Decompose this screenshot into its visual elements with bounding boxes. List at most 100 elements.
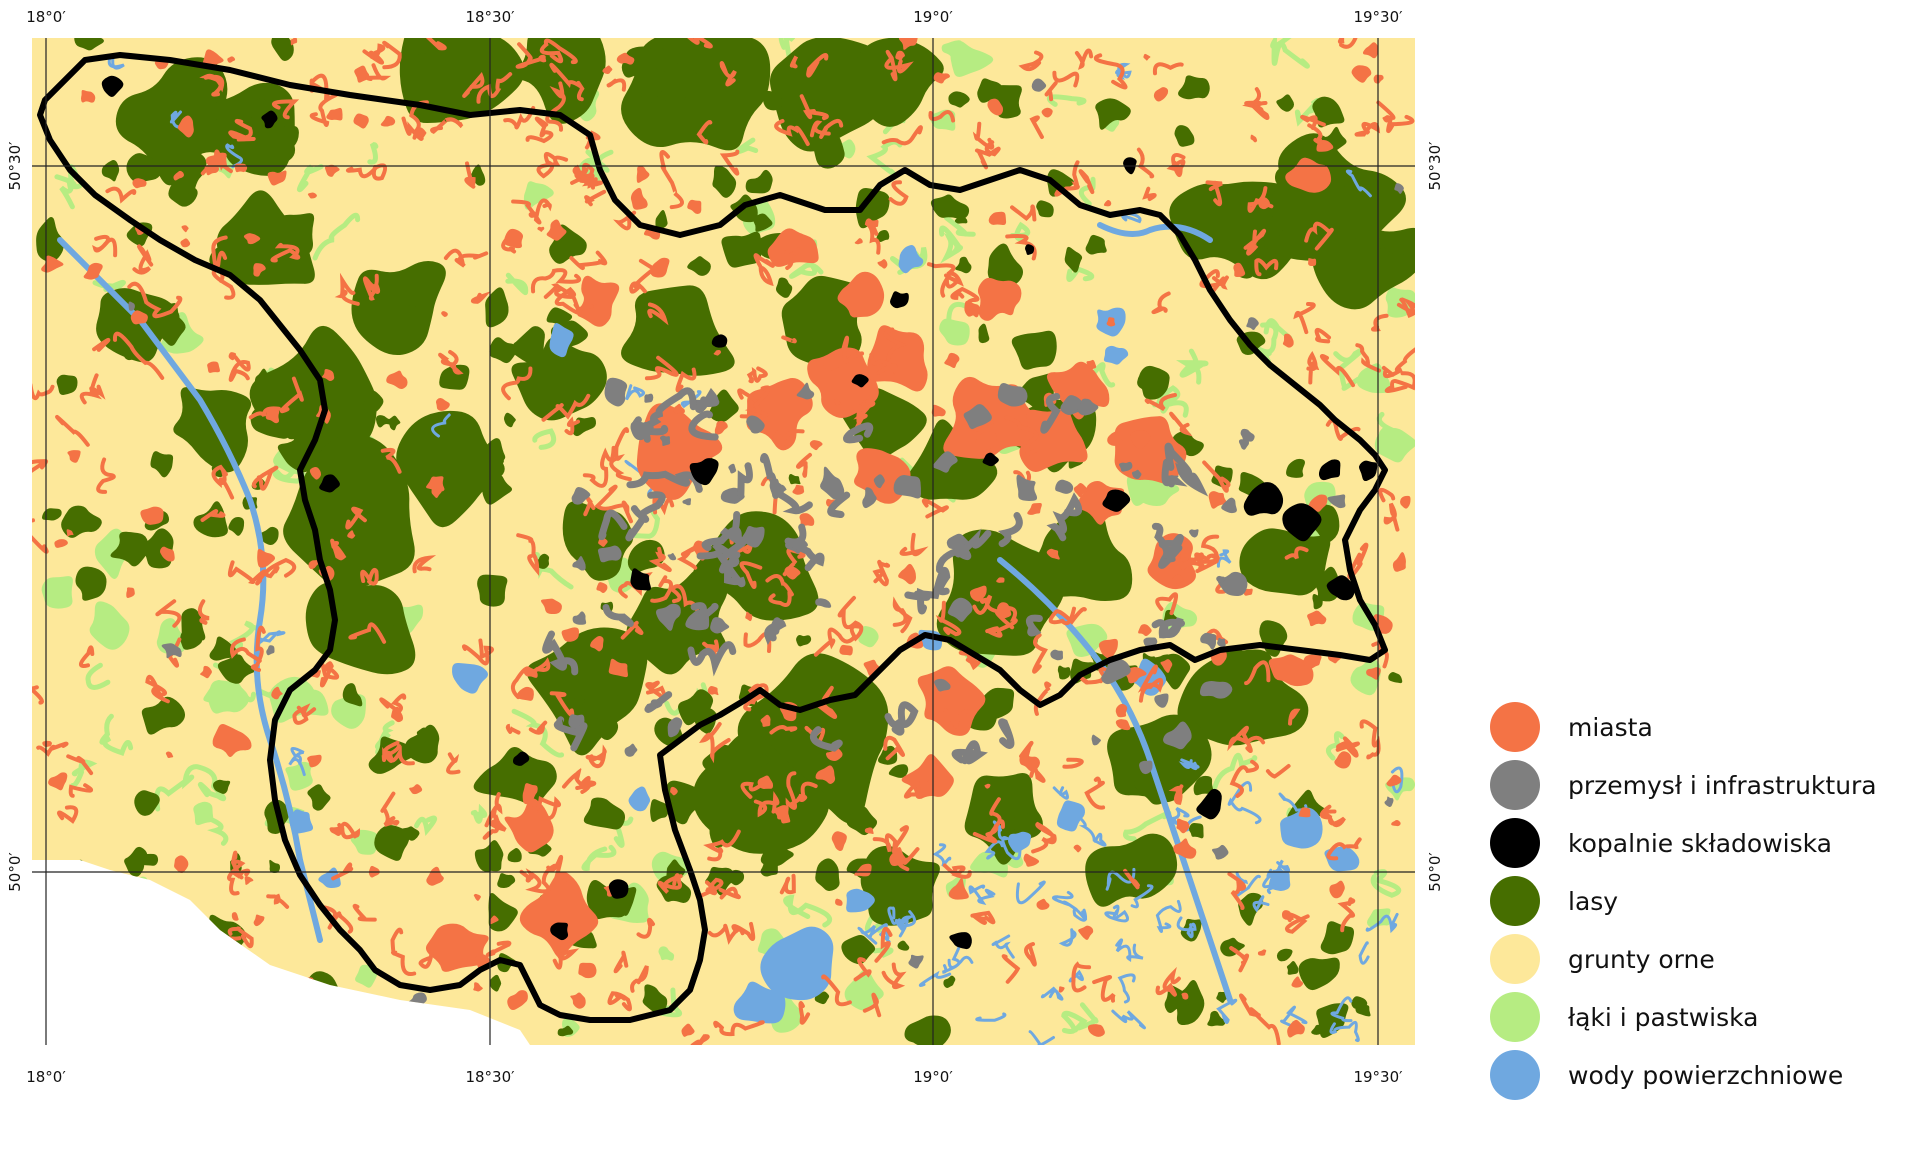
forest-patch [1026, 506, 1133, 601]
city-patch [1306, 350, 1320, 385]
forest-patch [788, 474, 801, 485]
city-patch [531, 795, 562, 821]
city-patch [461, 638, 494, 666]
city-patch [412, 555, 437, 574]
forest-patch [1046, 169, 1074, 197]
meadow-patch [938, 225, 963, 264]
city-patch [582, 445, 616, 488]
water-patch [1329, 1020, 1360, 1043]
forest-patch [978, 323, 990, 344]
water-patch [680, 390, 702, 409]
forest-patch [592, 715, 619, 741]
meadow-patch [1076, 1002, 1099, 1031]
city-patch [430, 117, 464, 135]
city-patch [834, 398, 842, 406]
water-patch [452, 662, 488, 694]
city-patch [1382, 115, 1390, 123]
forest-patch [489, 974, 502, 992]
meadow-patch [783, 894, 832, 928]
city-patch [1172, 574, 1184, 586]
city-patch [609, 427, 632, 482]
city-patch [516, 533, 540, 577]
forest-patch [134, 790, 160, 816]
industry-layer [128, 78, 1404, 1010]
city-patch [307, 192, 317, 199]
city-patch [482, 819, 499, 840]
water-patch [1052, 786, 1069, 800]
city-patch [1106, 317, 1116, 327]
industry-patch [728, 463, 737, 474]
forest-patch [1239, 528, 1331, 596]
city-patch [115, 890, 133, 911]
city-patch [1314, 327, 1331, 344]
city-patch [1335, 736, 1360, 758]
forest-patch [101, 160, 120, 182]
city-patch [1319, 354, 1355, 388]
city-patch [1233, 262, 1246, 278]
city-patch [607, 991, 633, 1012]
city-patch [869, 352, 898, 375]
industry-patch [1139, 760, 1153, 775]
city-patch [230, 850, 251, 877]
forest-patch [216, 190, 315, 285]
industry-patch [1161, 458, 1188, 488]
city-patch [1138, 624, 1152, 637]
forest-patch [183, 969, 213, 1018]
city-patch [683, 38, 713, 49]
city-patch [353, 113, 369, 129]
industry-patch [873, 474, 885, 489]
city-patch [173, 170, 184, 181]
city-patch [899, 532, 929, 557]
city-patch [835, 898, 843, 906]
meadow-patch [505, 272, 529, 296]
industry-patch [997, 383, 1028, 407]
forest-patch [948, 91, 970, 108]
forest-patch [1095, 98, 1131, 130]
lat-label-right-50-30: 50°30′ [1426, 141, 1444, 191]
meadow-patch [1366, 908, 1391, 928]
forest-patch [725, 869, 745, 886]
city-patch [644, 355, 679, 381]
water-patch [288, 746, 306, 777]
meadow-patch [523, 181, 554, 210]
city-patch [1247, 186, 1274, 213]
mine-patch [319, 474, 340, 493]
city-patch [78, 645, 95, 668]
city-patch [57, 805, 79, 824]
city-patch [883, 735, 905, 761]
forest-patch [531, 767, 552, 784]
forest-patch [307, 784, 331, 811]
city-patch [636, 166, 650, 183]
forest-patch [574, 694, 586, 707]
city-patch [1073, 482, 1088, 498]
city-patch [1337, 897, 1356, 933]
city-patch [1199, 269, 1226, 295]
water-patch [1330, 996, 1353, 1023]
forest-patch [1320, 921, 1355, 955]
city-patch [1208, 491, 1228, 509]
city-patch [608, 658, 628, 678]
city-patch [1093, 53, 1128, 90]
water-patch [947, 955, 974, 969]
city-patch [337, 821, 360, 840]
water-patch [431, 413, 451, 438]
meadow-patch [414, 815, 438, 836]
water-layer [57, 55, 1404, 1045]
industry-patch [542, 630, 579, 676]
city-patch [487, 808, 507, 832]
city-patch [1052, 70, 1080, 88]
city-patch [231, 912, 239, 921]
city-patch [988, 211, 1007, 226]
city-patch [659, 150, 684, 210]
city-patch [251, 465, 279, 491]
forest-patch [955, 256, 972, 274]
city-patch [1023, 853, 1040, 867]
meadow-patch [1376, 411, 1399, 437]
city-patch [1337, 38, 1345, 44]
city-patch [789, 55, 799, 69]
forest-patch [511, 337, 607, 421]
city-patch [1031, 821, 1057, 854]
city-patch [753, 253, 775, 287]
lat-label-left-50-0: 50°0′ [6, 852, 24, 892]
forest-patch [497, 873, 516, 889]
